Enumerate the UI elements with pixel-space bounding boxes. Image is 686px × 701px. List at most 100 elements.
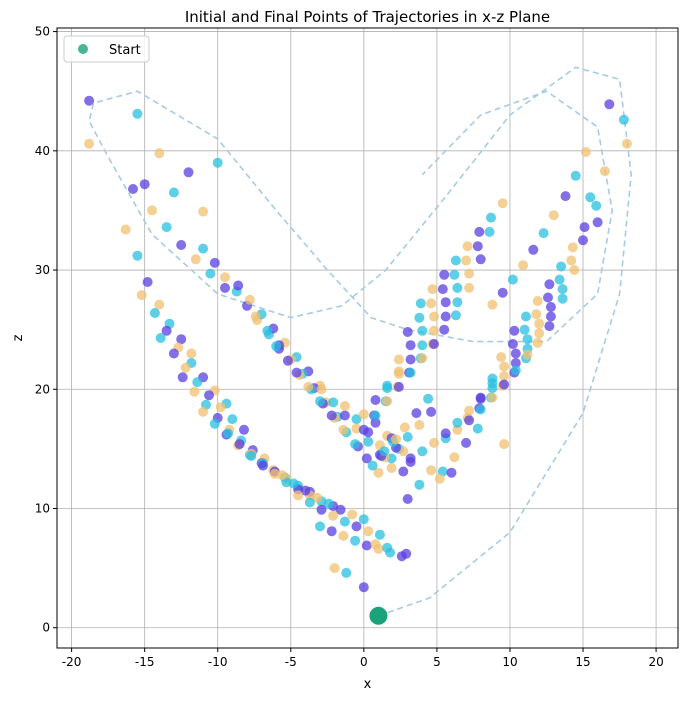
final-point [215,402,226,413]
final-point [189,386,200,397]
final-point [405,367,416,378]
final-point [414,312,425,323]
final-point [367,460,378,471]
final-point [326,410,337,421]
final-point [569,265,580,275]
final-point [499,439,510,450]
final-point [84,95,95,106]
final-point [534,328,545,339]
final-point [486,212,496,223]
final-point [544,279,555,290]
final-point [538,228,549,239]
final-point [154,148,165,159]
y-tick-label: 0 [42,621,50,635]
final-point [220,272,230,283]
final-point [499,361,510,372]
final-point [176,334,187,345]
final-point [168,348,179,359]
final-point [464,405,475,416]
final-point [335,504,346,515]
final-point [510,348,521,359]
final-point [402,432,413,442]
final-point [545,302,556,312]
final-point [373,467,384,478]
final-point [382,380,393,391]
final-point [329,563,340,574]
final-point [155,333,166,343]
final-point [475,254,486,265]
final-point [370,395,381,405]
final-point [339,410,350,421]
plot-frame [56,27,679,649]
final-point [522,349,533,360]
final-point [429,339,439,349]
final-point [417,353,428,364]
final-point [370,539,381,550]
final-point [338,424,349,435]
final-point [379,446,390,457]
final-point [361,453,372,464]
final-point [323,498,334,509]
final-point [304,497,315,508]
final-point [557,293,568,304]
final-point [566,255,577,266]
y-axis-label: z [11,334,26,341]
final-point [347,509,358,520]
final-point [440,311,451,322]
final-point [316,504,327,515]
final-point [382,542,393,553]
final-point [300,485,311,496]
grid [57,28,678,648]
final-point [186,348,197,359]
final-point [391,434,401,445]
final-point [518,260,529,271]
final-point [401,548,412,559]
x-tick-label: 0 [360,655,368,669]
final-point [567,242,578,253]
final-point [556,261,567,272]
final-point [497,198,508,209]
final-point [328,397,339,408]
final-point [580,147,591,157]
final-point [258,460,268,471]
final-point [621,138,632,149]
x-axis-label: x [364,677,372,692]
final-point [402,327,413,337]
final-point [560,191,571,202]
final-point [288,478,299,489]
final-point [209,257,220,268]
final-point [591,200,602,211]
final-point [198,243,209,254]
final-point [339,401,350,411]
final-point [405,340,416,351]
x-tick-label: 15 [575,655,590,669]
final-point [351,414,362,425]
final-point [198,406,209,417]
legend-box [63,35,150,63]
final-point [386,463,397,473]
final-point [585,192,596,203]
final-point [554,274,565,285]
x-tick-label: -20 [62,655,82,669]
final-point [393,381,404,392]
final-point [449,269,460,280]
final-point [429,311,439,322]
final-point [487,378,498,389]
x-tick-label: -15 [135,655,155,669]
final-point [338,530,349,541]
final-point [440,428,451,439]
final-point [484,226,495,237]
final-point [382,396,393,407]
final-point [192,377,203,388]
final-point [592,217,603,228]
final-point [426,298,437,309]
final-point [234,439,245,450]
y-tick-label: 20 [35,382,50,396]
final-point [452,424,463,435]
final-point [472,423,483,434]
x-tick-label: 20 [648,655,663,669]
final-point [414,420,425,430]
final-point [429,437,439,448]
final-point [176,240,187,250]
chart-title: Initial and Final Points of Trajectories… [185,8,550,26]
